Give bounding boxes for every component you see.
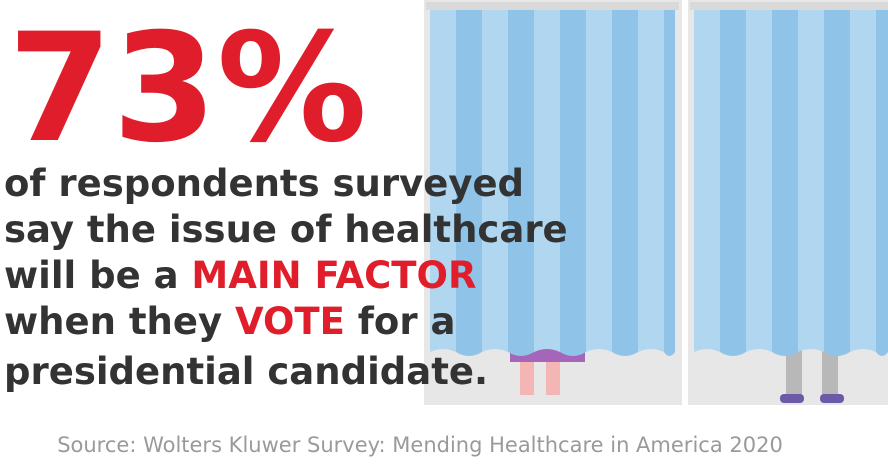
curtain-stripe <box>850 8 876 352</box>
text-segment: presidential candidate. <box>4 350 488 393</box>
headline-stat: 73% <box>8 2 367 176</box>
curtain-stripe <box>772 8 798 356</box>
shoe <box>780 394 804 403</box>
curtain-stripe <box>482 8 508 352</box>
curtain-rod <box>426 2 679 10</box>
voting-booths <box>424 0 888 405</box>
curtain-stripe <box>612 8 638 356</box>
text-segment: of respondents surveyed <box>4 162 524 205</box>
text-segment: VOTE <box>235 300 345 343</box>
curtain-stripe <box>876 8 888 356</box>
curtain-stripe <box>746 8 772 352</box>
curtain-stripe <box>534 8 560 352</box>
curtain-stripe <box>798 8 824 352</box>
curtain-stripe <box>664 8 675 356</box>
curtain-stripe <box>638 8 664 352</box>
text-segment: for a <box>345 300 456 343</box>
source: Source: Wolters Kluwer Survey: Mending H… <box>57 433 783 457</box>
curtain-stripe <box>430 8 456 352</box>
leg <box>822 345 838 395</box>
curtain-stripe <box>824 8 850 356</box>
text-segment: MAIN FACTOR <box>191 254 476 297</box>
text-segment: when they <box>4 300 235 343</box>
leg <box>786 345 802 395</box>
shoe <box>820 394 844 403</box>
curtain-stripe <box>720 8 746 356</box>
curtain-stripe <box>560 8 586 356</box>
curtain-rod <box>690 2 888 10</box>
curtain-stripe <box>694 8 720 352</box>
text-segment: will be a <box>4 254 191 297</box>
curtain-stripe <box>586 8 612 352</box>
curtain-stripe <box>508 8 534 356</box>
headline-text: of respondents surveyed say the issue of … <box>4 162 568 393</box>
curtain-stripe <box>456 8 482 356</box>
text-segment: say the issue of healthcare <box>4 208 568 251</box>
